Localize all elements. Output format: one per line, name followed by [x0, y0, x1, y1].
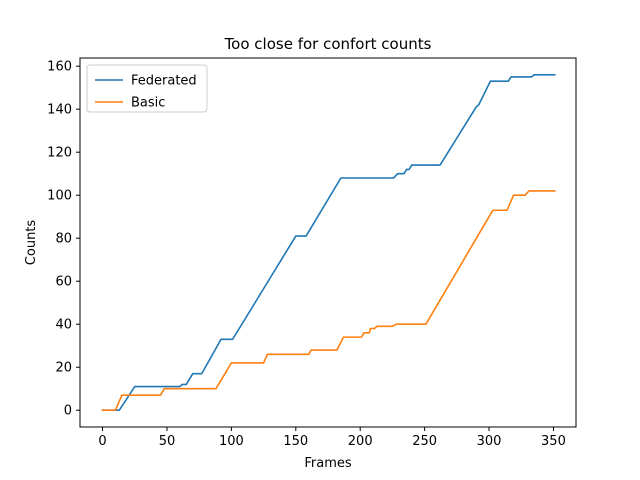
y-axis-label: Counts: [24, 220, 39, 266]
y-tick-label: 20: [55, 361, 72, 376]
x-tick-label: 250: [412, 434, 437, 449]
y-tick-label: 40: [55, 318, 72, 333]
axes-layer: 0 50 100 150 200 250 300 350 0 20 40 60 80 100 120 140 1…: [47, 57, 577, 449]
y-tick-label: 140: [47, 103, 72, 118]
y-tick-label: 120: [47, 146, 72, 161]
x-tick-label: 100: [219, 434, 244, 449]
x-tick-label: 0: [98, 434, 106, 449]
x-tick-label: 50: [159, 434, 176, 449]
x-axis-label: Frames: [304, 456, 352, 471]
x-tick-label: 350: [541, 434, 566, 449]
legend-label-federated: Federated: [131, 74, 197, 89]
series-line-federated: [101, 73, 556, 412]
legend-label-basic: Basic: [131, 96, 165, 111]
plot-frame: [79, 57, 577, 428]
legend: Federated Basic: [86, 64, 208, 113]
x-tick-label: 150: [283, 434, 308, 449]
series-line-basic: [101, 190, 556, 412]
y-tick-label: 80: [55, 232, 72, 247]
series-layer: [101, 73, 556, 412]
chart-title: Too close for confort counts: [224, 35, 432, 53]
legend-box: [86, 64, 208, 113]
x-tick-label: 300: [477, 434, 502, 449]
y-tick-label: 0: [64, 404, 72, 419]
y-tick-label: 60: [55, 275, 72, 290]
y-tick-label: 160: [47, 60, 72, 75]
y-tick-label: 100: [47, 189, 72, 204]
x-tick-label: 200: [348, 434, 373, 449]
